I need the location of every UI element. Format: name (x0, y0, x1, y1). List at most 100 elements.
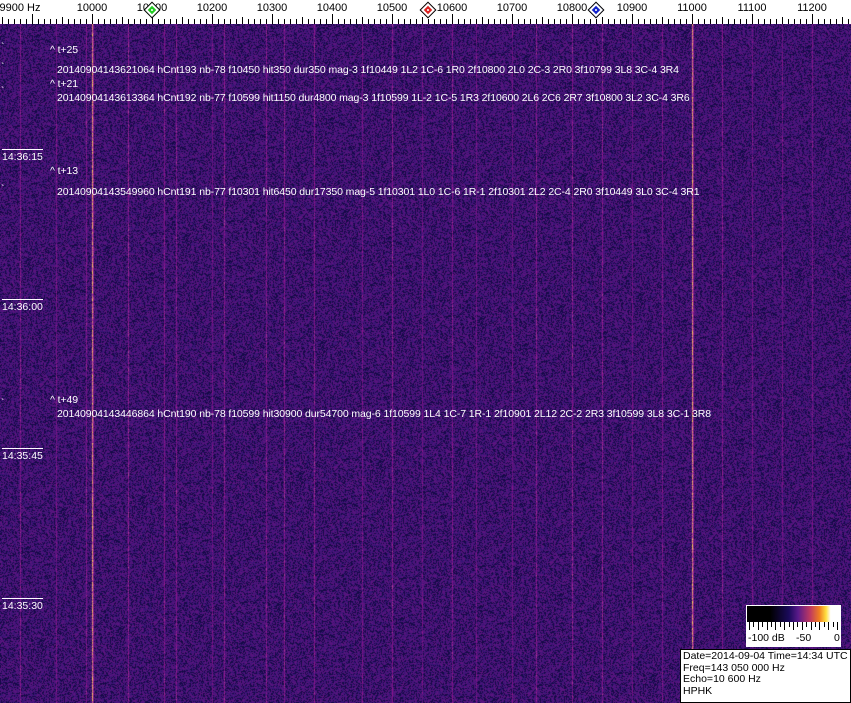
frequency-tick (224, 19, 225, 24)
frequency-tick (482, 17, 483, 24)
frequency-tick-label: 10700 (496, 2, 528, 14)
scale-tick (784, 622, 786, 630)
frequency-tick (680, 19, 681, 24)
frequency-tick (62, 17, 63, 24)
frequency-tick (362, 17, 363, 24)
frequency-tick (302, 17, 303, 24)
time-label: 14:36:00 (2, 299, 43, 313)
scale-label-min: -100 dB (748, 632, 785, 644)
frequency-tick (746, 19, 747, 24)
frequency-tick (776, 19, 777, 24)
frequency-tick (674, 19, 675, 24)
frequency-tick (140, 19, 141, 24)
frequency-tick (446, 19, 447, 24)
frequency-tick (38, 19, 39, 24)
frequency-tick (332, 14, 333, 24)
scale-tick (823, 622, 825, 627)
frequency-tick (116, 19, 117, 24)
frequency-tick (662, 17, 663, 24)
frequency-tick-label: 11100 (737, 2, 767, 14)
frequency-tick (542, 17, 543, 24)
info-box: Date=2014-09-04 Time=14:34 UTC Freq=143 … (680, 649, 851, 703)
frequency-tick (806, 19, 807, 24)
frequency-tick (698, 19, 699, 24)
event-record: 20140904143621064 hCnt193 nb-78 f10450 h… (57, 64, 679, 76)
frequency-tick-label: 10000 (76, 2, 108, 14)
frequency-tick (488, 19, 489, 24)
event-offset: ^ t+25 (50, 44, 78, 56)
frequency-tick (692, 14, 693, 24)
frequency-tick (836, 19, 837, 24)
info-date-time: Date=2014-09-04 Time=14:34 UTC (683, 650, 848, 662)
frequency-tick (740, 19, 741, 24)
frequency-tick (134, 19, 135, 24)
scale-tick (801, 622, 803, 630)
scale-tick (771, 622, 772, 627)
frequency-tick (164, 19, 165, 24)
frequency-tick (800, 19, 801, 24)
frequency-tick (314, 19, 315, 24)
frequency-tick (602, 17, 603, 24)
frequency-tick (812, 14, 813, 24)
info-echo: Echo=10 600 Hz (683, 673, 761, 685)
frequency-tick (128, 19, 129, 24)
frequency-tick (182, 17, 183, 24)
scale-tick (788, 622, 790, 627)
frequency-tick (476, 19, 477, 24)
frequency-tick (704, 19, 705, 24)
frequency-tick (158, 19, 159, 24)
event-tick: ` (1, 62, 5, 73)
frequency-tick (608, 19, 609, 24)
frequency-tick (422, 17, 423, 24)
frequency-tick (8, 19, 9, 24)
info-frequency: Freq=143 050 000 Hz (683, 661, 785, 674)
frequency-tick (638, 19, 639, 24)
frequency-tick (212, 14, 213, 24)
frequency-tick (440, 19, 441, 24)
frequency-tick (518, 19, 519, 24)
frequency-tick (614, 19, 615, 24)
scale-tick (793, 622, 794, 630)
time-label: 14:35:30 (2, 598, 43, 612)
frequency-tick-label: 10300 (256, 2, 288, 14)
frequency-tick-label: 10200 (196, 2, 228, 14)
frequency-tick (710, 19, 711, 24)
frequency-tick (2, 17, 3, 24)
frequency-tick (644, 19, 645, 24)
frequency-tick (80, 19, 81, 24)
frequency-tick (764, 19, 765, 24)
frequency-tick (254, 19, 255, 24)
frequency-tick-label: 10500 (376, 2, 408, 14)
scale-tick (828, 622, 830, 630)
frequency-tick (548, 19, 549, 24)
frequency-tick (566, 19, 567, 24)
frequency-tick (320, 19, 321, 24)
frequency-tick (206, 19, 207, 24)
frequency-tick (380, 19, 381, 24)
frequency-tick (416, 19, 417, 24)
frequency-tick (350, 19, 351, 24)
frequency-tick (26, 19, 27, 24)
scale-label-mid: -50 (796, 632, 812, 644)
scale-label-max: 0 (834, 632, 840, 644)
scale-tick (766, 622, 768, 630)
frequency-tick-label: 11000 (677, 2, 707, 14)
frequency-tick (266, 19, 267, 24)
frequency-tick (248, 19, 249, 24)
frequency-tick (368, 19, 369, 24)
frequency-tick-label: 10800 (556, 2, 588, 14)
scale-tick (832, 622, 834, 627)
frequency-tick (590, 19, 591, 24)
frequency-tick (494, 19, 495, 24)
frequency-tick-label: 10400 (316, 2, 348, 14)
frequency-tick (536, 19, 537, 24)
frequency-tick (14, 19, 15, 24)
time-label: 14:36:15 (2, 149, 43, 163)
scale-tick (753, 622, 755, 627)
frequency-tick (458, 19, 459, 24)
frequency-tick (464, 19, 465, 24)
event-offset: ^ t+13 (50, 165, 78, 177)
scale-tick (806, 622, 808, 627)
event-tick: ` (1, 86, 5, 97)
frequency-tick (620, 19, 621, 24)
